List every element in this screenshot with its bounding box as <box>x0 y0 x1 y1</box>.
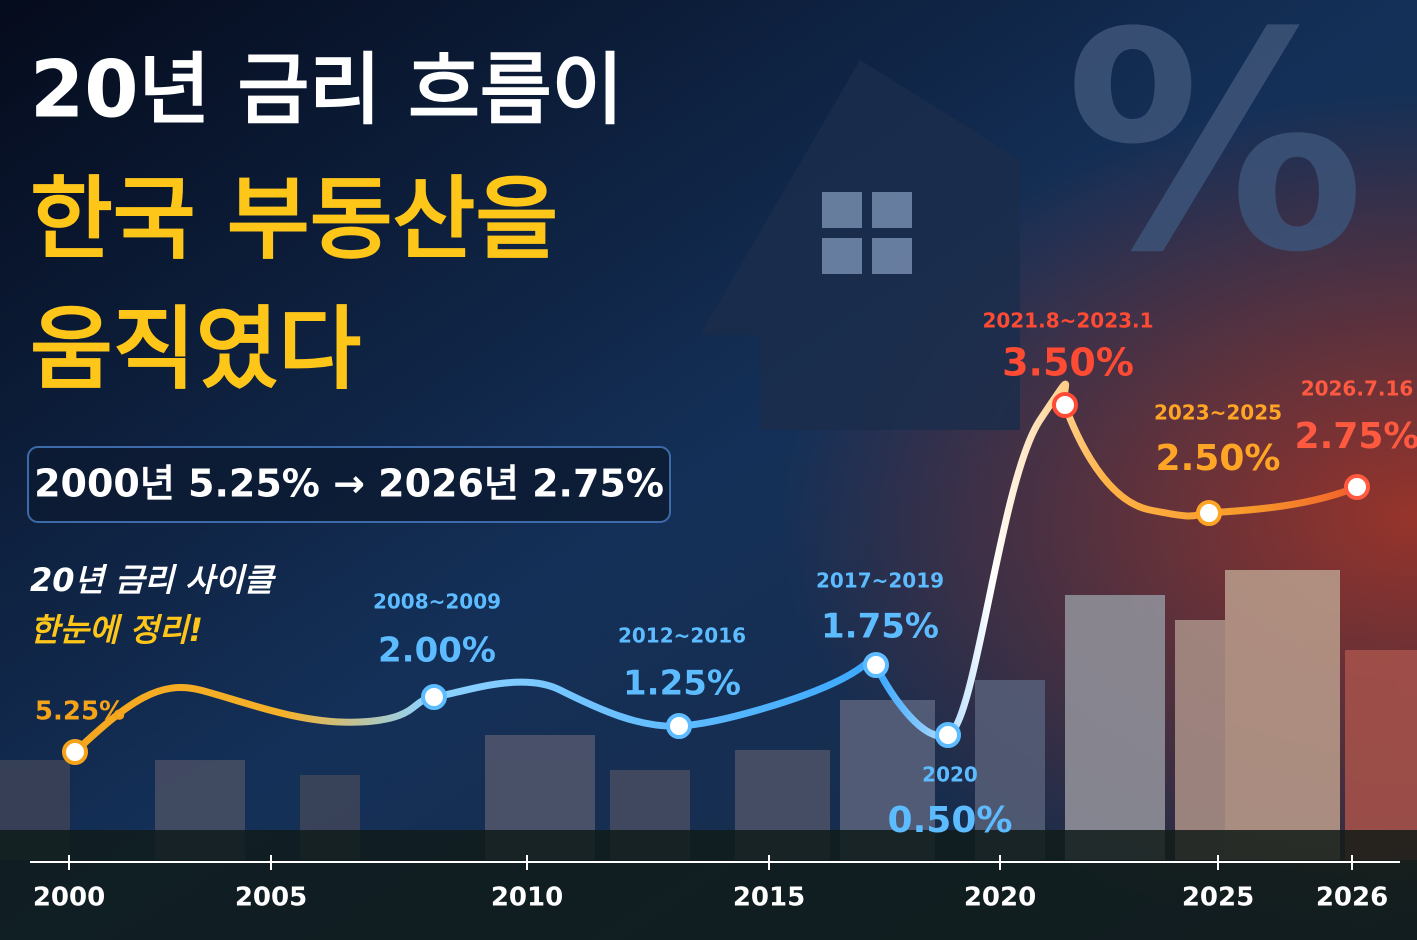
point-period: 2012~2016 <box>618 624 746 648</box>
point-marker <box>863 652 889 678</box>
subtitle-line: 20년 금리 사이클 <box>30 561 277 599</box>
summary: 2000년 5.25% → 2026년 2.75% <box>34 462 664 506</box>
point-rate: 2.50% <box>1156 438 1281 479</box>
point-rate: 3.50% <box>1002 341 1134 385</box>
axis-label: 2025 <box>1182 883 1254 913</box>
axis-label: 2026 <box>1316 883 1388 913</box>
point-rate: 1.25% <box>623 664 741 704</box>
point-rate: 2.75% <box>1295 416 1417 457</box>
buildings <box>0 570 1417 940</box>
point-marker <box>1344 474 1370 500</box>
axis-label: 2015 <box>733 883 805 913</box>
point-period: 2017~2019 <box>816 569 944 593</box>
point-period: 2021.8~2023.1 <box>982 309 1153 333</box>
point-rate: 1.75% <box>821 607 939 647</box>
point-marker <box>1196 500 1222 526</box>
point-marker <box>1052 392 1078 418</box>
point-marker <box>62 739 88 765</box>
point-marker <box>666 713 692 739</box>
house-windows <box>822 192 912 274</box>
point-rate: 0.50% <box>888 800 1013 841</box>
title-line: 한국 부동산을 <box>30 167 558 272</box>
point-period: 2026.7.16 <box>1301 377 1414 401</box>
point-period: 2020 <box>922 763 978 787</box>
point-rate: 2.00% <box>378 631 496 671</box>
point-period: 2023~2025 <box>1154 401 1282 425</box>
point-period: 2008~2009 <box>373 590 501 614</box>
subtitle-line: 한눈에 정리! <box>30 611 203 649</box>
title-line: 20년 금리 흐름이 <box>30 45 623 135</box>
point-marker <box>935 722 961 748</box>
axis-label: 2000 <box>33 883 105 913</box>
axis-label: 2010 <box>491 883 563 913</box>
title-line: 움직였다 <box>30 297 361 402</box>
axis-label: 2020 <box>964 883 1036 913</box>
percent-icon: % <box>1065 0 1366 318</box>
summary-box <box>27 446 671 523</box>
axis-label: 2005 <box>235 883 307 913</box>
point-marker <box>421 684 447 710</box>
point-rate: 5.25% <box>35 697 125 727</box>
